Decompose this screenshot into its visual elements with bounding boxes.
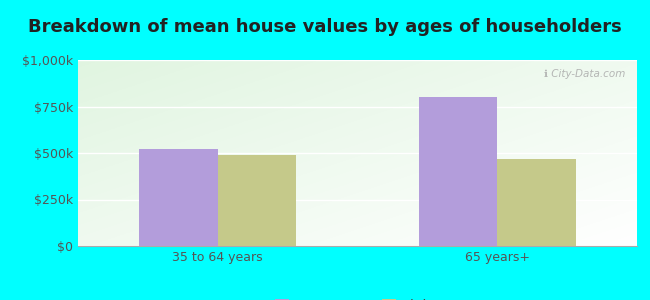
Bar (419, 97, 497, 246)
Text: ℹ City-Data.com: ℹ City-Data.com (545, 69, 626, 79)
Legend: East Hope, Idaho: East Hope, Idaho (270, 294, 445, 300)
Text: Breakdown of mean house values by ages of householders: Breakdown of mean house values by ages o… (28, 18, 622, 36)
Bar (140, 149, 218, 246)
Bar (497, 159, 575, 246)
Bar (218, 155, 296, 246)
